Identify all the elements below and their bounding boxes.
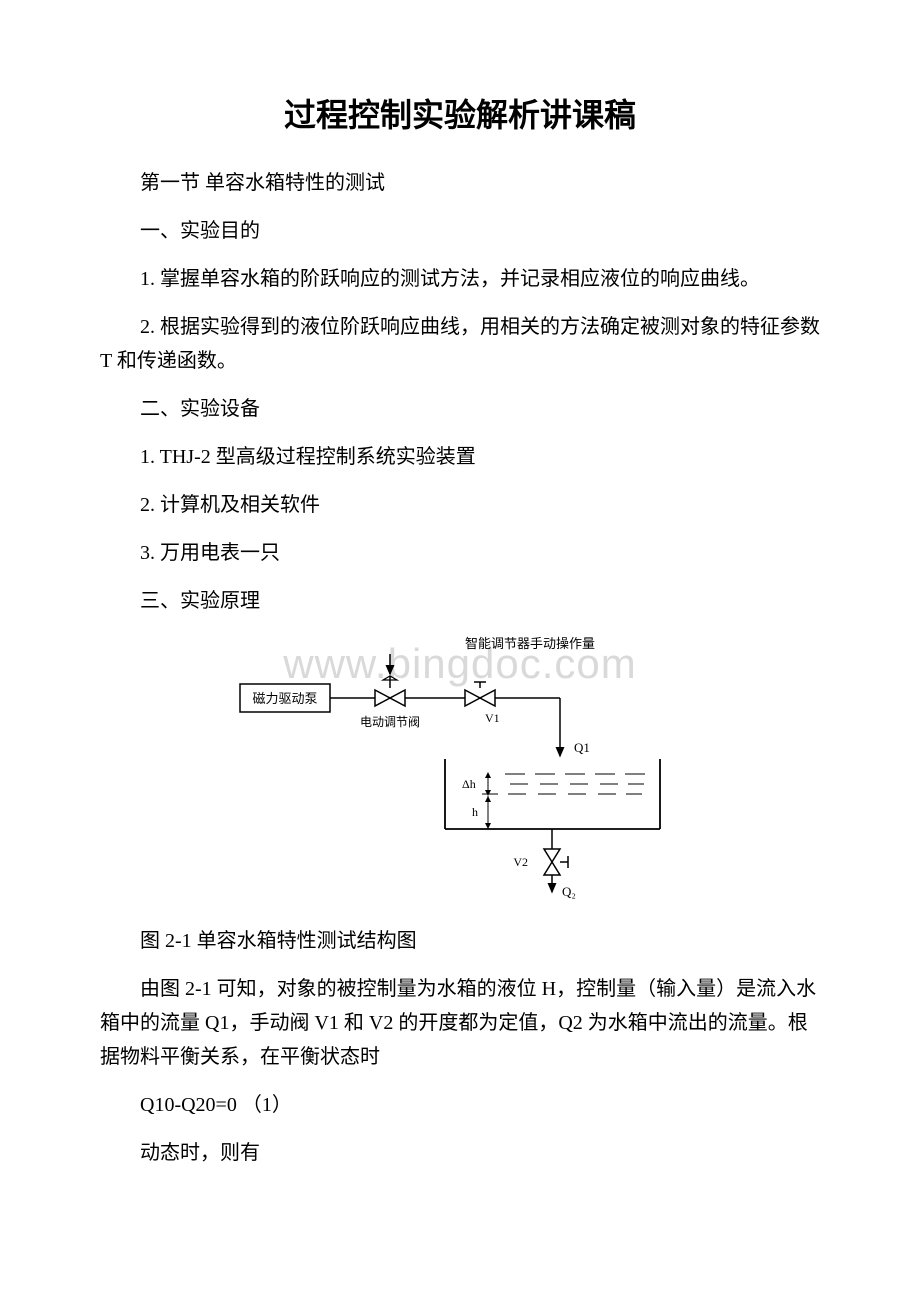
body-text: 1. 掌握单容水箱的阶跃响应的测试方法，并记录相应液位的响应曲线。 bbox=[100, 262, 820, 296]
diagram-label-q1: Q1 bbox=[574, 740, 590, 755]
diagram-label-v1: V1 bbox=[485, 711, 500, 725]
v1-valve-icon bbox=[465, 682, 495, 706]
subsection-heading: 三、实验原理 bbox=[100, 584, 820, 618]
document-title: 过程控制实验解析讲课稿 bbox=[100, 90, 820, 136]
water-surface-icon bbox=[505, 774, 645, 794]
body-text: 动态时，则有 bbox=[100, 1136, 820, 1170]
subsection-heading: 一、实验目的 bbox=[100, 214, 820, 248]
diagram-label-dh: Δh bbox=[462, 777, 476, 791]
height-indicator-icon: Δh h bbox=[462, 772, 498, 829]
diagram-label-autovalve: 电动调节阀 bbox=[360, 715, 420, 729]
body-text: 1. THJ-2 型高级过程控制系统实验装置 bbox=[100, 440, 820, 474]
body-text: 3. 万用电表一只 bbox=[100, 536, 820, 570]
diagram-label-top: 智能调节器手动操作量 bbox=[465, 636, 595, 651]
process-diagram: 智能调节器手动操作量 磁力驱动泵 电动调节阀 bbox=[230, 634, 690, 904]
diagram-label-v2: V2 bbox=[513, 855, 528, 869]
equation-text: Q10-Q20=0 （1） bbox=[100, 1088, 820, 1122]
document-content: 过程控制实验解析讲课稿 第一节 单容水箱特性的测试 一、实验目的 1. 掌握单容… bbox=[100, 90, 820, 1170]
v2-valve-icon bbox=[544, 849, 568, 875]
body-text: 2. 计算机及相关软件 bbox=[100, 488, 820, 522]
diagram-label-pump: 磁力驱动泵 bbox=[252, 691, 317, 706]
figure-caption: 图 2-1 单容水箱特性测试结构图 bbox=[100, 924, 820, 958]
body-text: 由图 2-1 可知，对象的被控制量为水箱的液位 H，控制量（输入量）是流入水箱中… bbox=[100, 972, 820, 1074]
auto-valve-icon bbox=[375, 676, 405, 706]
section-heading: 第一节 单容水箱特性的测试 bbox=[100, 166, 820, 200]
diagram-label-q2: Q₂ bbox=[562, 884, 576, 899]
diagram-label-h: h bbox=[472, 805, 478, 819]
subsection-heading: 二、实验设备 bbox=[100, 392, 820, 426]
body-text: 2. 根据实验得到的液位阶跃响应曲线，用相关的方法确定被测对象的特征参数 T 和… bbox=[100, 310, 820, 378]
